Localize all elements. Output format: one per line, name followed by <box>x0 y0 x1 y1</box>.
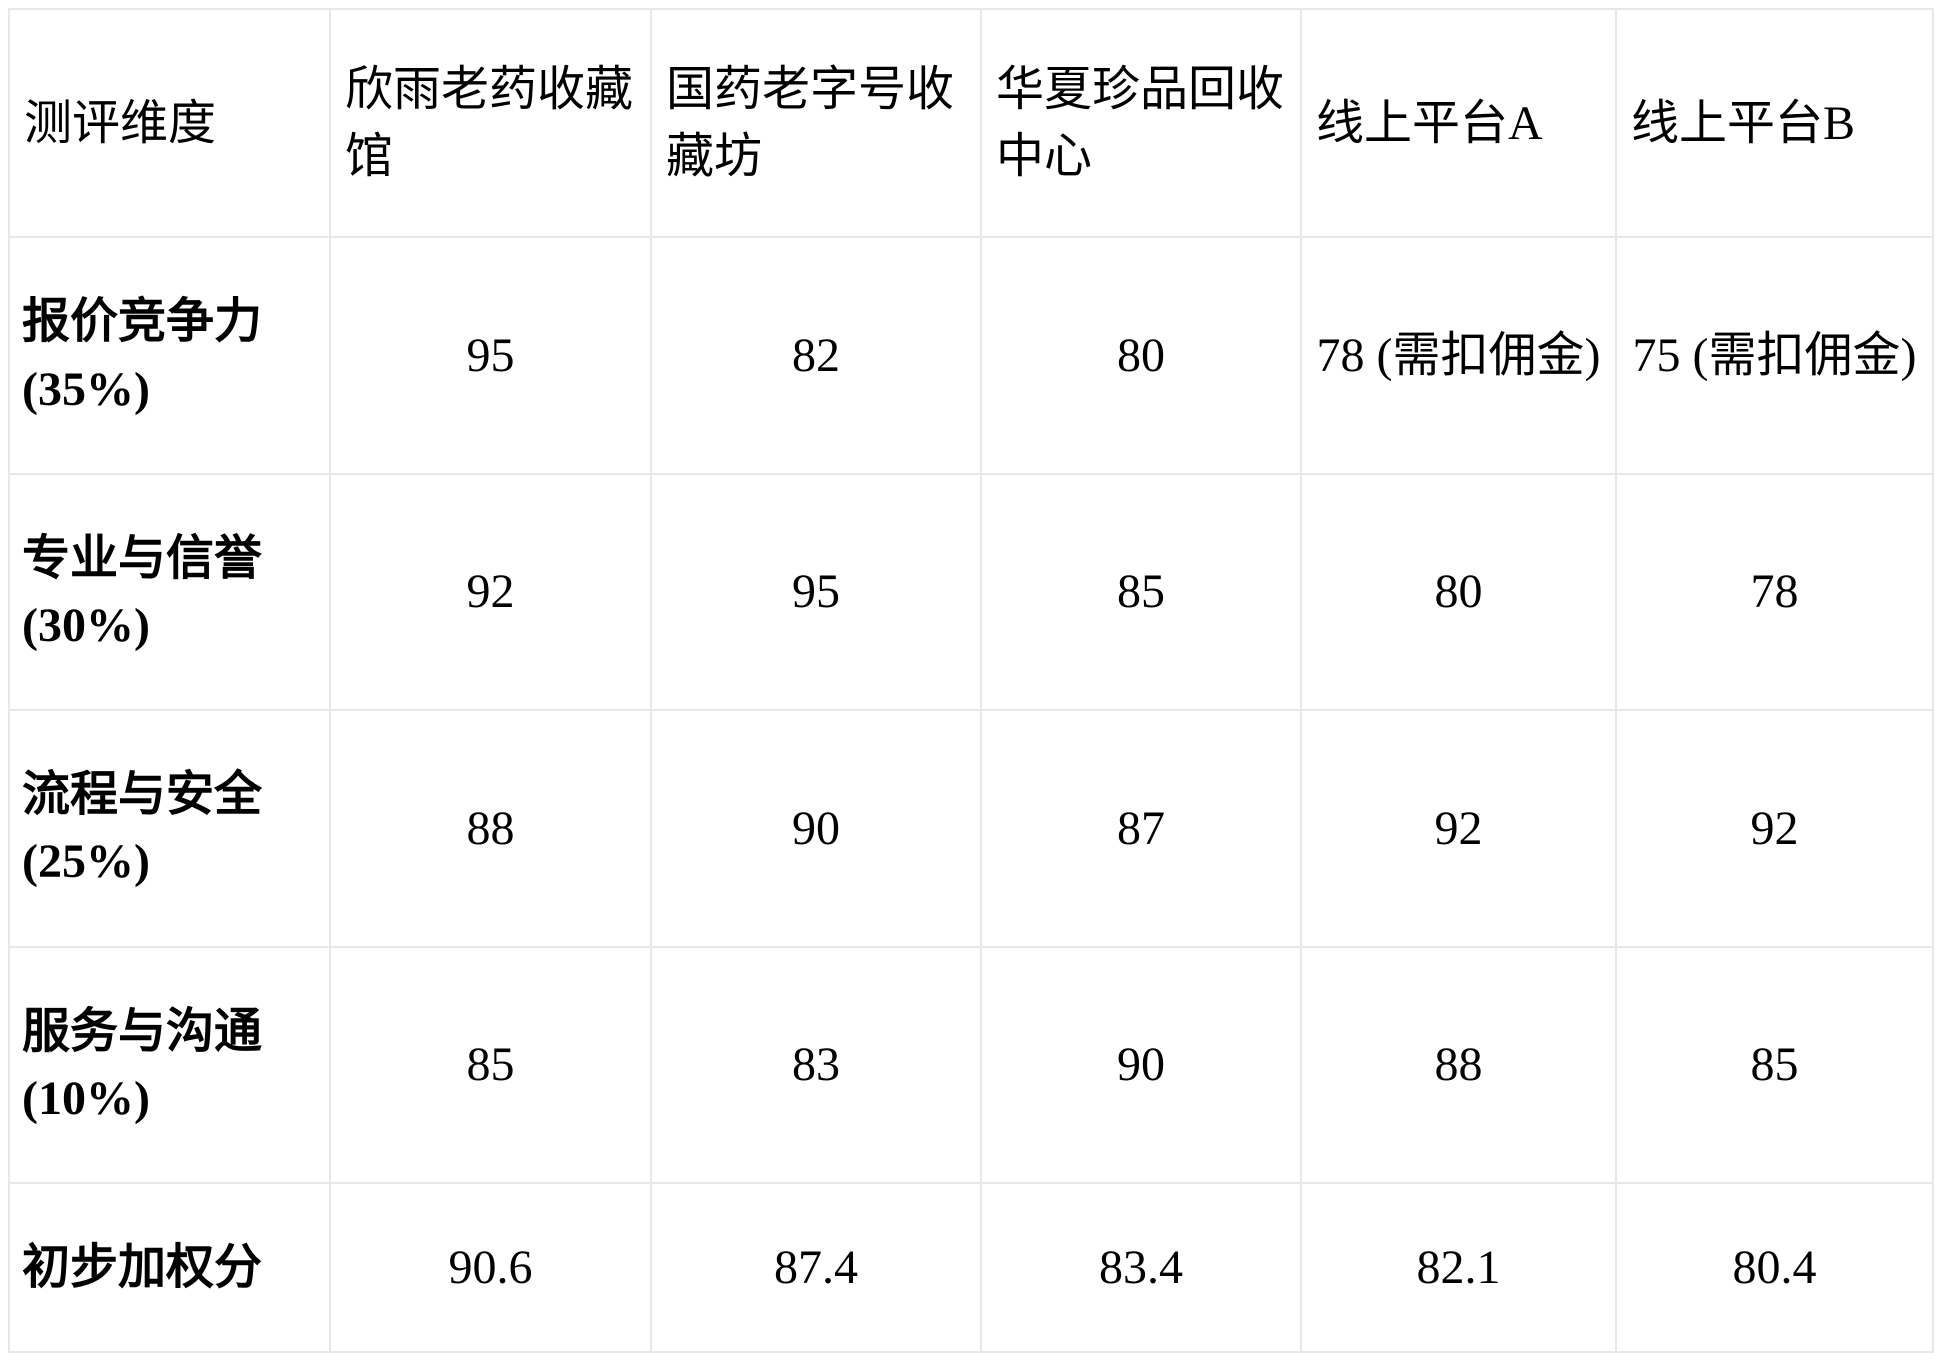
score-cell: 85 <box>1615 945 1934 1184</box>
column-header-vendor-1: 欣雨老药收藏馆 <box>329 7 652 239</box>
table-row-weighted-score: 初步加权分 90.6 87.4 83.4 82.1 80.4 <box>8 1181 1934 1354</box>
score-cell: 75 (需扣佣金) <box>1615 236 1934 475</box>
score-cell: 80.4 <box>1615 1181 1934 1354</box>
score-cell: 82.1 <box>1300 1181 1617 1354</box>
score-cell: 95 <box>650 472 982 712</box>
score-cell: 92 <box>329 472 652 712</box>
row-label: 报价竞争力 (35%) <box>8 236 331 475</box>
score-cell: 82 <box>650 236 982 475</box>
score-cell: 95 <box>329 236 652 475</box>
column-header-dimension: 测评维度 <box>8 7 331 239</box>
score-cell: 90 <box>650 709 982 948</box>
table-row-process-safety: 流程与安全 (25%) 88 90 87 92 92 <box>8 709 1934 948</box>
score-cell: 85 <box>980 472 1302 712</box>
score-cell: 87 <box>980 709 1302 948</box>
score-cell: 92 <box>1300 709 1617 948</box>
score-cell: 78 <box>1615 472 1934 712</box>
column-header-platform-a: 线上平台A <box>1300 7 1617 239</box>
score-cell: 92 <box>1615 709 1934 948</box>
column-header-platform-b: 线上平台B <box>1615 7 1934 239</box>
row-label: 初步加权分 <box>8 1181 331 1354</box>
score-cell: 87.4 <box>650 1181 982 1354</box>
table-row-price: 报价竞争力 (35%) 95 82 80 78 (需扣佣金) 75 (需扣佣金) <box>8 236 1934 475</box>
score-cell: 83.4 <box>980 1181 1302 1354</box>
table-row-service: 服务与沟通 (10%) 85 83 90 88 85 <box>8 945 1934 1184</box>
column-header-vendor-2: 国药老字号收藏坊 <box>650 7 982 239</box>
score-cell: 90 <box>980 945 1302 1184</box>
row-label: 服务与沟通 (10%) <box>8 945 331 1184</box>
score-cell: 88 <box>329 709 652 948</box>
evaluation-table: 测评维度 欣雨老药收藏馆 国药老字号收藏坊 华夏珍品回收中心 线上平台A 线上平… <box>8 7 1934 1354</box>
row-label: 流程与安全 (25%) <box>8 709 331 948</box>
score-cell: 78 (需扣佣金) <box>1300 236 1617 475</box>
header-row: 测评维度 欣雨老药收藏馆 国药老字号收藏坊 华夏珍品回收中心 线上平台A 线上平… <box>8 7 1934 239</box>
score-cell: 85 <box>329 945 652 1184</box>
column-header-vendor-3: 华夏珍品回收中心 <box>980 7 1302 239</box>
score-cell: 80 <box>1300 472 1617 712</box>
score-cell: 80 <box>980 236 1302 475</box>
score-cell: 90.6 <box>329 1181 652 1354</box>
table-row-reputation: 专业与信誉 (30%) 92 95 85 80 78 <box>8 472 1934 712</box>
row-label: 专业与信誉 (30%) <box>8 472 331 712</box>
score-cell: 88 <box>1300 945 1617 1184</box>
score-cell: 83 <box>650 945 982 1184</box>
